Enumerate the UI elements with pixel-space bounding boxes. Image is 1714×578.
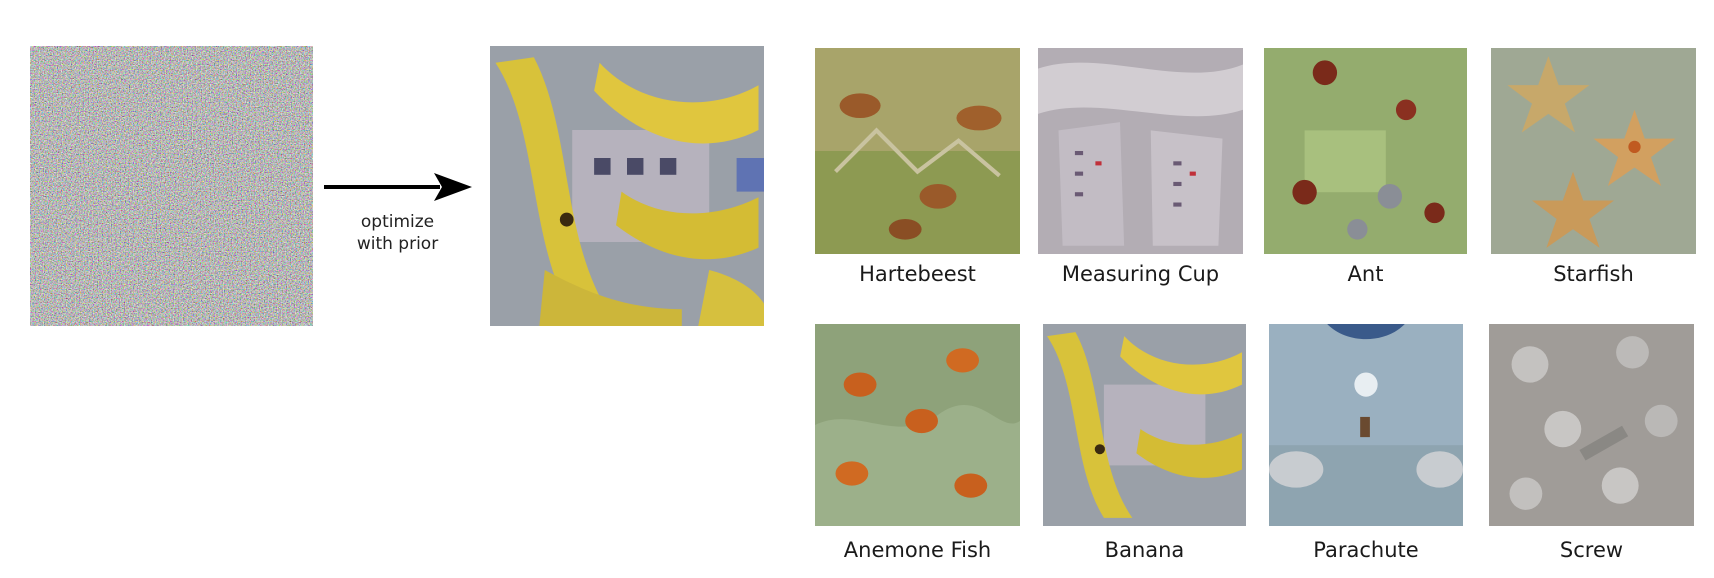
measuring-cup-image (1038, 48, 1243, 254)
optimize-arrow (322, 170, 474, 204)
caption-parachute: Parachute (1313, 538, 1419, 562)
arrow-label-line2: with prior (356, 234, 439, 254)
caption-measuring-cup: Measuring Cup (1061, 262, 1220, 286)
screw-image (1489, 324, 1694, 526)
caption-ant: Ant (1347, 262, 1384, 286)
starfish-image (1491, 48, 1696, 254)
anemone-fish-image (815, 324, 1020, 526)
caption-banana: Banana (1104, 538, 1185, 562)
parachute-image (1269, 324, 1463, 526)
caption-screw: Screw (1559, 538, 1624, 562)
arrow-label: optimize with prior (330, 211, 465, 255)
caption-hartebeest: Hartebeest (859, 262, 976, 286)
caption-starfish: Starfish (1553, 262, 1634, 286)
caption-anemone-fish: Anemone Fish (843, 538, 992, 562)
noise-input-image (30, 46, 313, 326)
ant-image (1264, 48, 1467, 254)
banana-image (1043, 324, 1246, 526)
hartebeest-image (815, 48, 1020, 254)
arrow-label-line1: optimize (360, 212, 435, 232)
optimized-banana-image (490, 46, 764, 326)
